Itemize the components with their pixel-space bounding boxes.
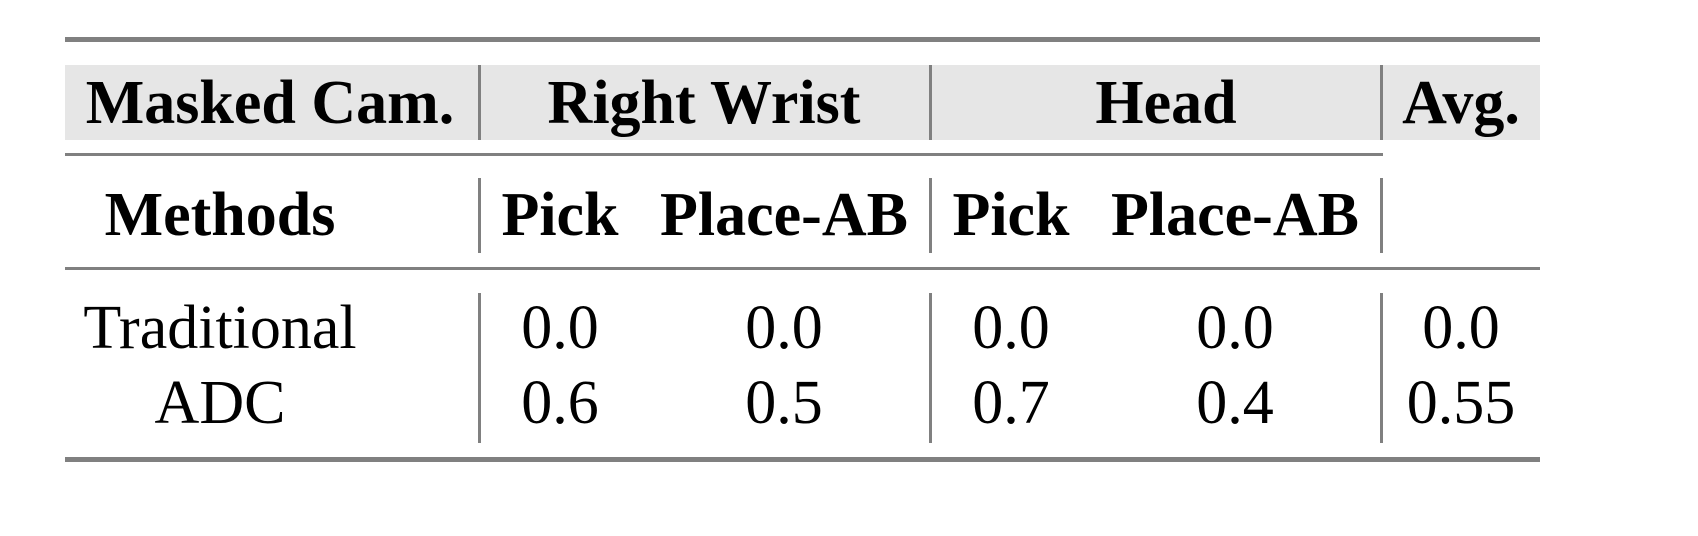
cell-value: 0.0 (745, 294, 823, 362)
cell-value: 0.55 (1406, 369, 1516, 437)
column-divider (478, 178, 481, 253)
method-name: ADC (154, 369, 286, 437)
column-divider (1380, 65, 1383, 140)
header-place-ab-head: Place-AB (1111, 181, 1359, 249)
column-divider (929, 293, 932, 443)
column-divider (929, 65, 932, 140)
cell-value: 0.7 (972, 369, 1050, 437)
header-avg: Avg. (1402, 69, 1520, 137)
cell-value: 0.0 (1422, 294, 1500, 362)
cell-value: 0.0 (1196, 294, 1274, 362)
header-right-wrist: Right Wrist (547, 69, 861, 137)
cell-value: 0.0 (972, 294, 1050, 362)
header-head: Head (1095, 69, 1237, 137)
header-pick-head: Pick (952, 181, 1070, 249)
header-bottom-rule (65, 267, 1540, 270)
cell-value: 0.5 (745, 369, 823, 437)
cell-value: 0.4 (1196, 369, 1274, 437)
header-methods: Methods (104, 181, 336, 249)
bottom-rule (65, 457, 1540, 462)
column-divider (1380, 293, 1383, 443)
column-divider (478, 65, 481, 140)
header-midrule (65, 153, 1383, 156)
column-divider (478, 293, 481, 443)
top-rule (65, 37, 1540, 42)
column-divider (929, 178, 932, 253)
cell-value: 0.6 (521, 369, 599, 437)
method-name: Traditional (83, 294, 357, 362)
column-divider (1380, 178, 1383, 253)
header-background (65, 65, 1540, 140)
cell-value: 0.0 (521, 294, 599, 362)
header-masked-cam: Masked Cam. (85, 69, 455, 137)
header-place-ab-wrist: Place-AB (660, 181, 908, 249)
header-pick-wrist: Pick (501, 181, 619, 249)
